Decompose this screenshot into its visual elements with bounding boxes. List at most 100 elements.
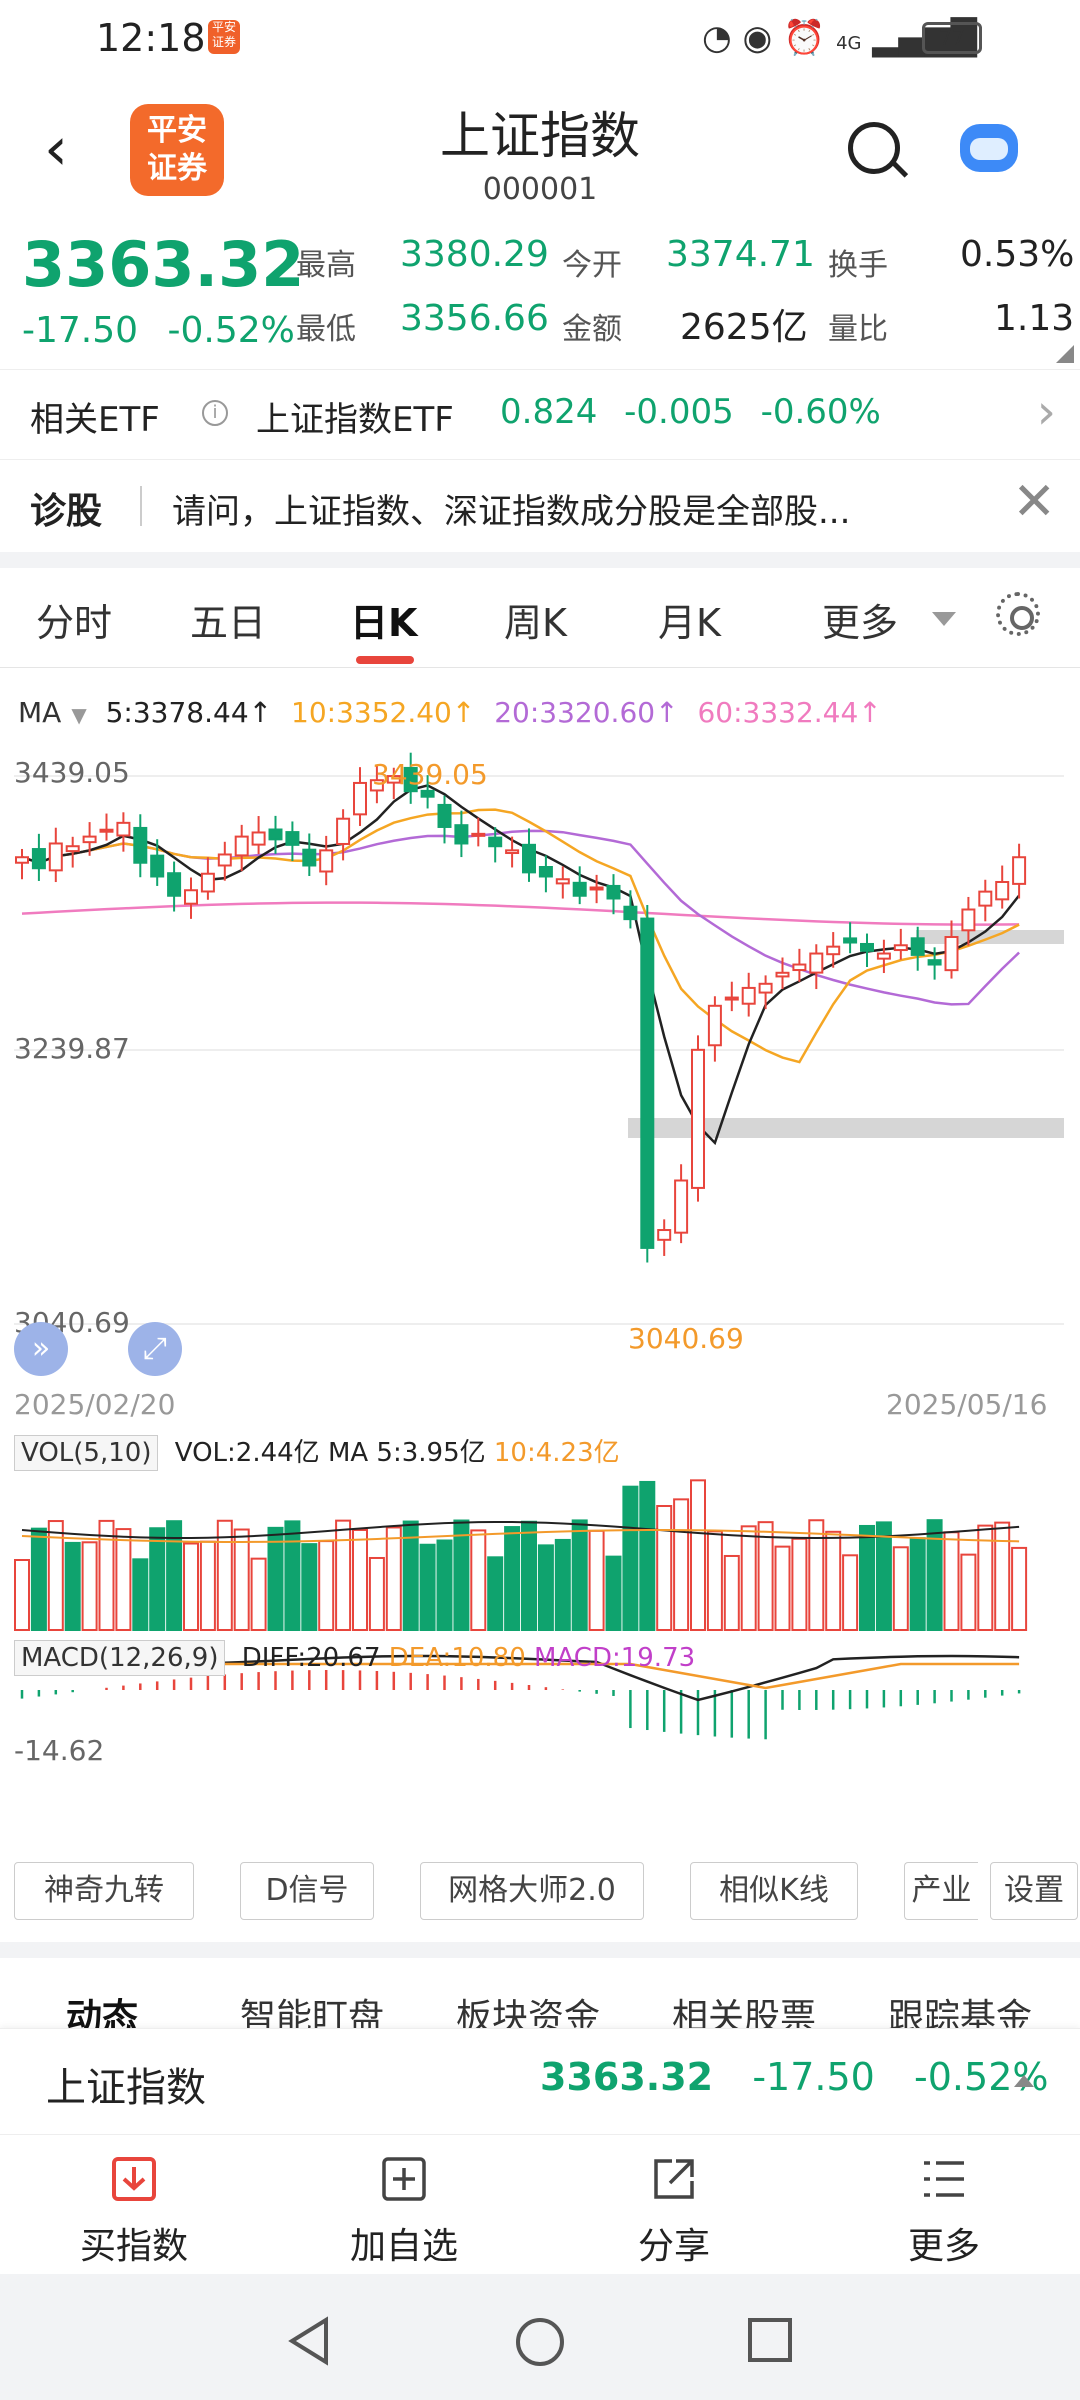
candle-body (420, 789, 435, 798)
related-etf-row[interactable]: 相关ETF i 上证指数ETF 0.824 -0.005 -0.60% › (0, 370, 1080, 460)
macd-value: MACD:19.73 (534, 1643, 696, 1673)
active-tab-indicator (356, 656, 414, 664)
expand-up-icon[interactable] (1014, 2075, 1034, 2087)
tab-tracking-funds[interactable]: 跟踪基金 (888, 1997, 1033, 2030)
volume-bar (216, 1519, 233, 1632)
volume-bar (960, 1553, 977, 1631)
volume-bar (554, 1538, 571, 1631)
tool-grid-master[interactable]: 网格大师2.0 (420, 1862, 644, 1920)
more-dropdown-icon[interactable] (932, 612, 956, 626)
share-label: 分享 (637, 2226, 710, 2267)
candle-body (302, 848, 317, 867)
macd-indicator-select[interactable]: MACD(12,26,9) (14, 1640, 226, 1676)
candle-body (369, 779, 384, 792)
back-button[interactable]: ‹ (44, 114, 68, 184)
open-label: 今开 (562, 248, 622, 283)
more-button[interactable]: 更多 (864, 2155, 1024, 2269)
volume-bar (808, 1519, 825, 1632)
share-button[interactable]: 分享 (594, 2155, 754, 2269)
diagnose-row[interactable]: 诊股 请问，上证指数、深证指数成分股是全部股... ✕ (0, 460, 1080, 552)
kline-chart[interactable] (0, 740, 1080, 1850)
expand-corner-icon[interactable] (1056, 345, 1074, 363)
close-icon[interactable]: ✕ (1012, 472, 1056, 532)
macd-legend[interactable]: MACD(12,26,9) DIFF:20.67 DEA:10.80 MACD:… (14, 1640, 695, 1676)
title-bar: ‹ 平安 证券 上证指数 000001 (0, 80, 1080, 220)
candle-body (944, 936, 959, 972)
vol-indicator-select[interactable]: VOL(5,10) (14, 1435, 159, 1471)
nav-home-icon[interactable] (514, 2316, 566, 2368)
tab-more[interactable]: 更多 (822, 601, 899, 645)
assistant-robot-icon[interactable] (960, 124, 1018, 172)
etf-label: 相关ETF (30, 400, 160, 440)
fullscreen-icon[interactable]: ⤢ (128, 1322, 182, 1376)
tab-monthly-k[interactable]: 月K (658, 601, 721, 645)
tab-five-day[interactable]: 五日 (190, 601, 267, 645)
tab-weekly-k[interactable]: 周K (504, 601, 567, 645)
download-icon (112, 2157, 156, 2201)
volume-bar (842, 1554, 859, 1631)
tool-similar-kline[interactable]: 相似K线 (690, 1862, 858, 1920)
volume-bar (723, 1554, 740, 1631)
fast-forward-icon[interactable]: » (14, 1322, 68, 1376)
volume-bar (791, 1537, 808, 1631)
tab-news[interactable]: 动态 (66, 1997, 139, 2030)
candle-body (336, 817, 351, 845)
ma-legend[interactable]: MA ▼ 5:3378.44↑ 10:3352.40↑ 20:3320.60↑ 6… (18, 696, 892, 729)
start-date: 2025/02/20 (14, 1388, 176, 1421)
tab-intraday[interactable]: 分时 (36, 601, 113, 645)
candle-body (268, 828, 283, 841)
volume-bar (30, 1527, 47, 1632)
tool-settings[interactable]: 设置 (990, 1862, 1078, 1920)
floating-quote-bar[interactable]: 上证指数 3363.32 -17.50 -0.52% (0, 2028, 1080, 2134)
tab-smart-watch[interactable]: 智能盯盘 (240, 1997, 385, 2030)
etf-change-percent: -0.60% (760, 392, 881, 432)
volume-bar (115, 1528, 132, 1631)
tab-daily-k[interactable]: 日K (350, 601, 418, 645)
candle-body (995, 880, 1010, 901)
vol-legend[interactable]: VOL(5,10) VOL:2.44亿 MA 5:3.95亿 10:4.23亿 (14, 1432, 620, 1471)
volume-bar (199, 1540, 216, 1631)
search-icon[interactable] (848, 122, 900, 174)
tool-d-signal[interactable]: D信号 (240, 1862, 374, 1920)
candle-body (758, 982, 773, 994)
vol-value: VOL:2.44亿 (174, 1438, 320, 1468)
macd-dea-value: DEA:10.80 (388, 1643, 526, 1673)
volume-bar (385, 1526, 402, 1632)
volratio-value: 1.13 (994, 298, 1075, 339)
ma-dropdown-icon[interactable]: ▼ (71, 703, 87, 727)
candle-body (809, 952, 824, 974)
volume-bar (909, 1537, 926, 1631)
buy-index-button[interactable]: 买指数 (54, 2155, 214, 2269)
candle-body (386, 775, 401, 784)
macd-diff-value: DIFF:20.67 (241, 1643, 381, 1673)
more-label: 更多 (907, 2226, 980, 2267)
tab-related-stocks[interactable]: 相关股票 (672, 1997, 817, 2030)
volume-bar (504, 1526, 521, 1631)
volume-bar (402, 1520, 419, 1631)
diagnose-question[interactable]: 请问，上证指数、深证指数成分股是全部股... (172, 492, 851, 532)
candle-body (606, 884, 621, 900)
macd-axis-label: -14.62 (14, 1734, 105, 1767)
chevron-right-icon[interactable]: › (1036, 384, 1056, 440)
volume-bar (335, 1519, 352, 1631)
end-date: 2025/05/16 (886, 1388, 1048, 1421)
volume-bar (892, 1546, 909, 1631)
volume-bar (267, 1526, 284, 1632)
candle-body (488, 836, 503, 848)
info-icon[interactable]: i (202, 400, 228, 426)
candle-body (48, 842, 63, 872)
volume-bar (14, 1559, 30, 1631)
tool-magic-nine[interactable]: 神奇九转 (14, 1862, 194, 1920)
tool-industry[interactable]: 产业 (904, 1862, 978, 1920)
volume-bar (774, 1545, 791, 1632)
amount-value: 2625亿 (680, 307, 808, 348)
candle-body (741, 986, 756, 1005)
add-watchlist-button[interactable]: 加自选 (324, 2155, 484, 2269)
tab-sector-funds[interactable]: 板块资金 (456, 1997, 601, 2030)
candle-body (978, 890, 993, 907)
gear-icon[interactable] (996, 592, 1040, 636)
etf-price: 0.824 (500, 392, 598, 432)
candle-body (538, 866, 553, 878)
nav-back-icon[interactable] (284, 2316, 334, 2366)
nav-recents-icon[interactable] (746, 2316, 794, 2364)
